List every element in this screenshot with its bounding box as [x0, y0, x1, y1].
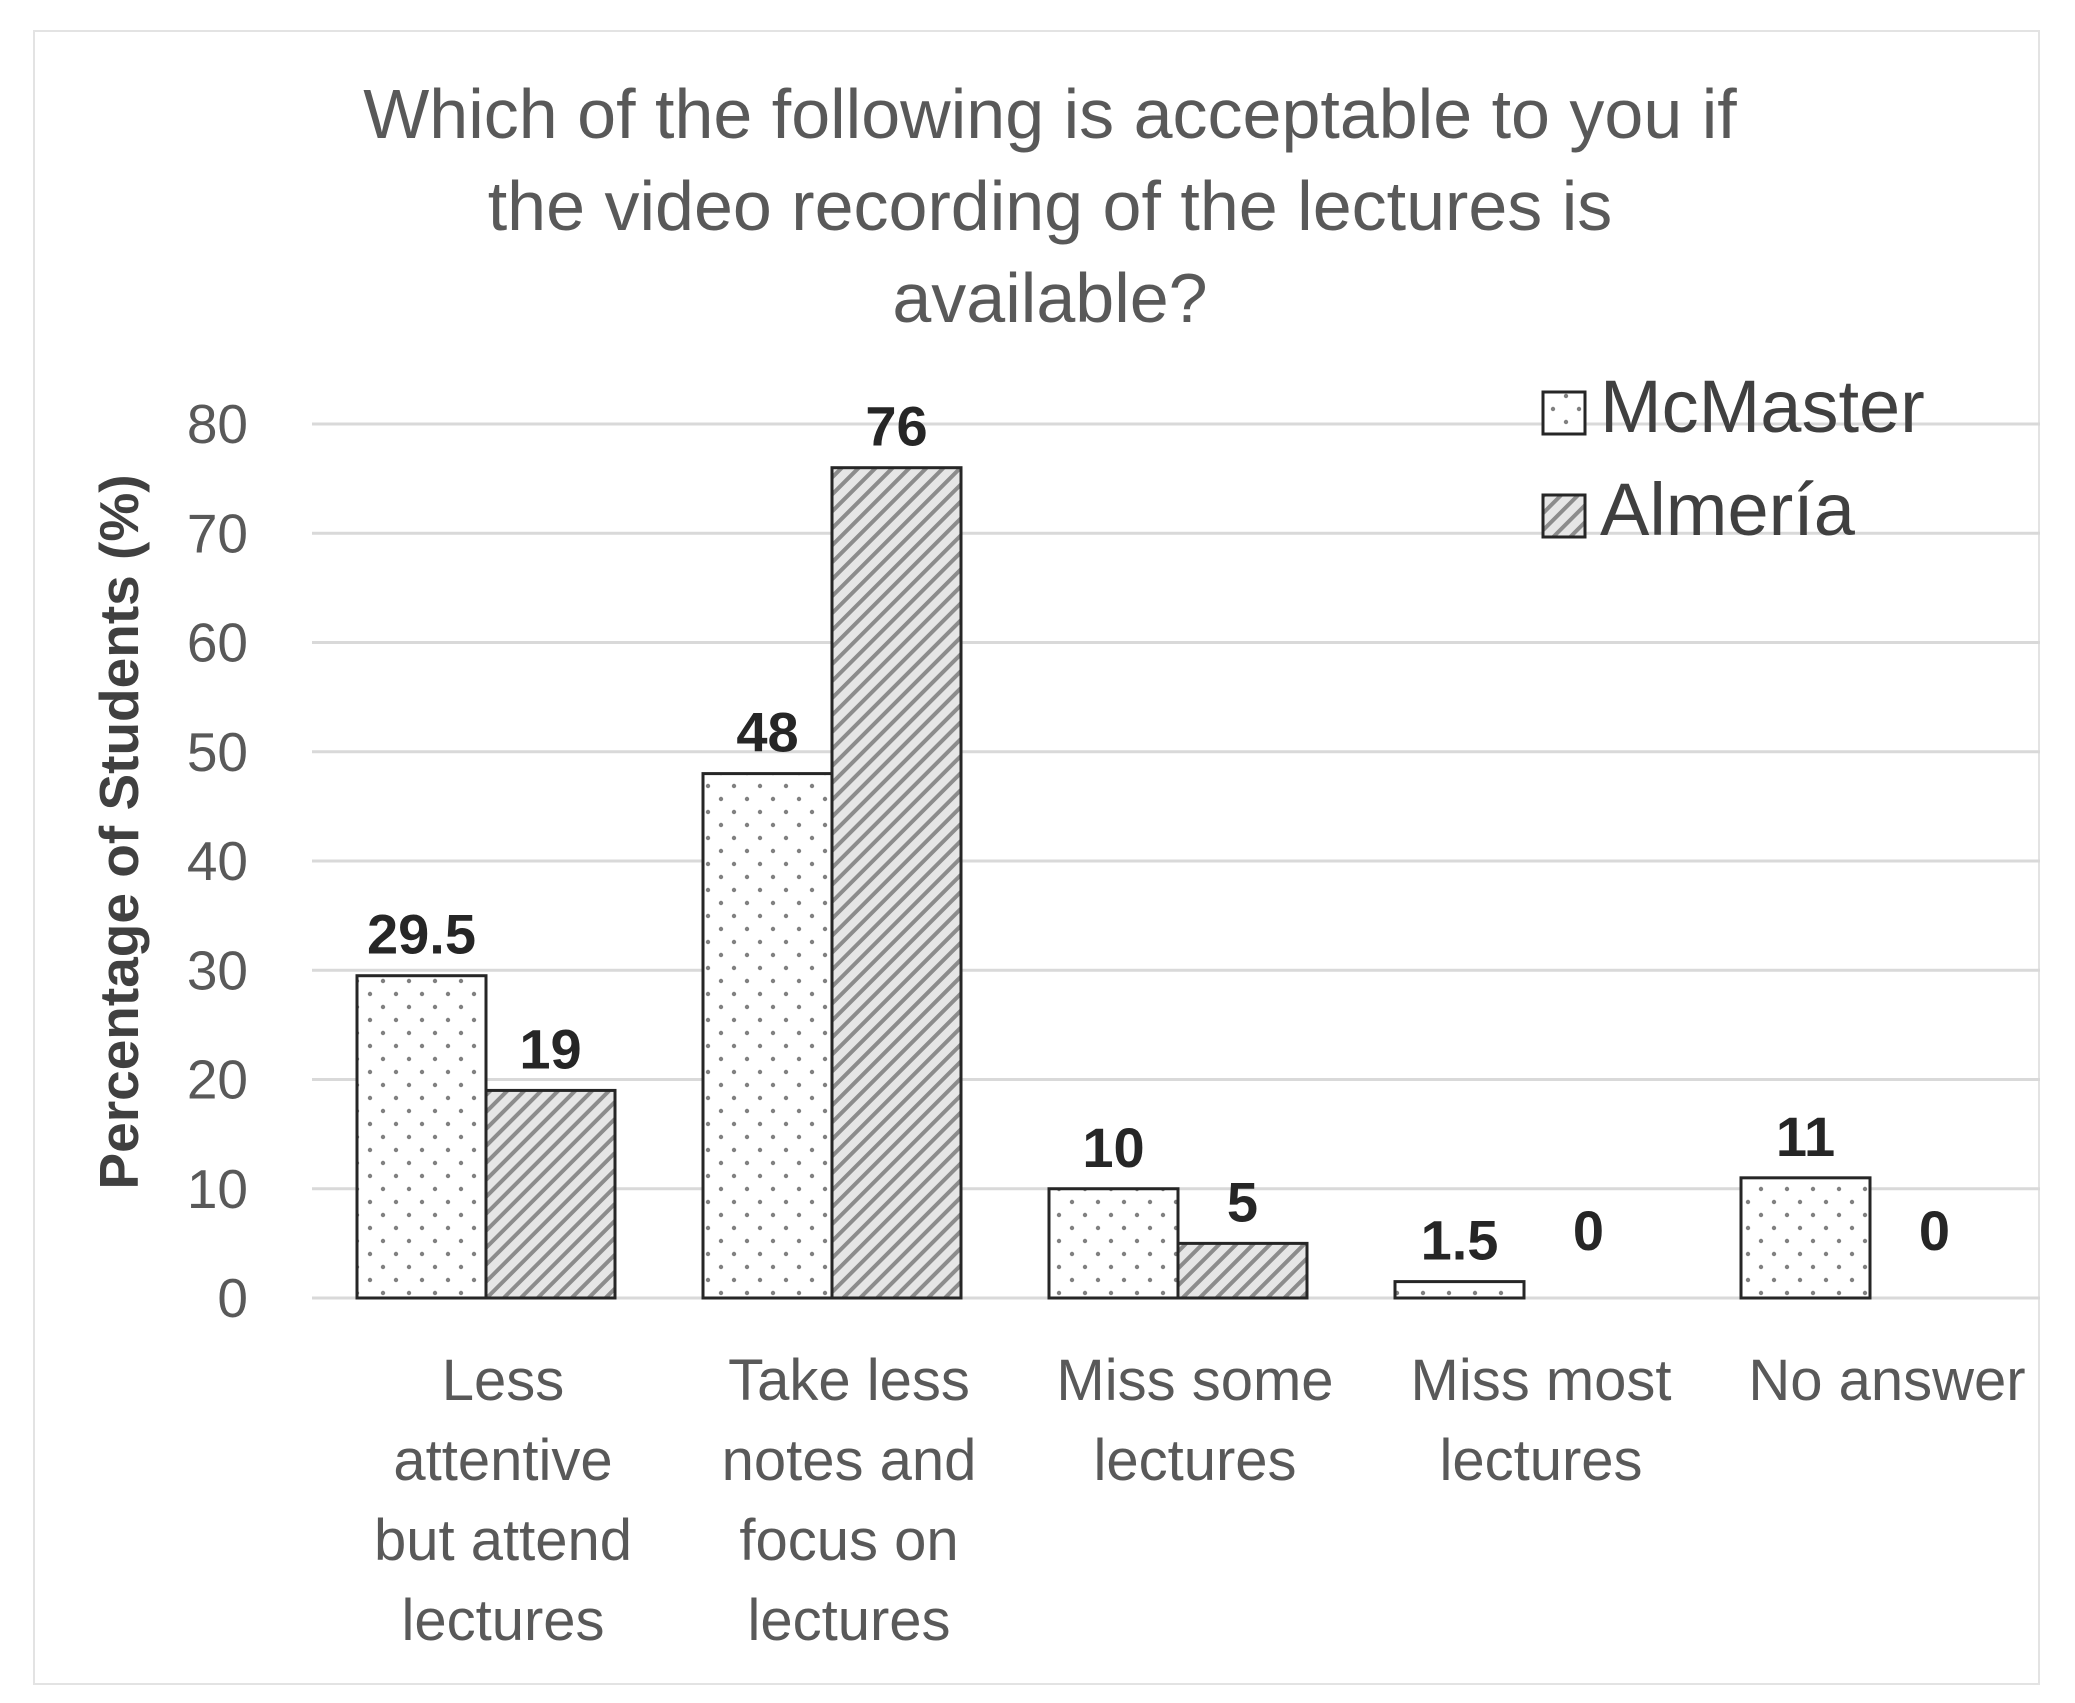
data-labels: 29.5 19 48 76 10 5 1.5 0 11 0 [367, 395, 1950, 1272]
category-label: lectures [747, 1588, 950, 1653]
category-label: Miss some [1056, 1348, 1333, 1413]
bars [355, 466, 1872, 1300]
y-axis-ticks: 0 10 20 30 40 50 60 70 80 [187, 393, 248, 1329]
category-label: attentive [393, 1428, 612, 1493]
legend-swatch [1541, 390, 1587, 436]
bar-almera-1 [830, 466, 963, 1300]
y-tick-label: 20 [187, 1049, 248, 1111]
bar-mcmaster-4 [1739, 1176, 1872, 1300]
category-label: No answer [1748, 1348, 2025, 1413]
category-label: Less [442, 1348, 565, 1413]
legend: McMaster Almería [1541, 365, 1925, 551]
data-label: 76 [865, 395, 927, 458]
bar-mcmaster-1 [701, 772, 834, 1300]
y-tick-label: 30 [187, 939, 248, 1001]
y-tick-label: 0 [217, 1267, 248, 1329]
category-label: lectures [1439, 1428, 1642, 1493]
legend-label: Almería [1600, 468, 1856, 551]
y-tick-label: 50 [187, 721, 248, 783]
data-label: 10 [1082, 1116, 1144, 1179]
data-label: 48 [736, 701, 798, 764]
y-tick-label: 60 [187, 612, 248, 674]
x-axis-categories: Less attentive but attend lectures Take less… [374, 1348, 2026, 1653]
category-label: lectures [401, 1588, 604, 1653]
data-label: 19 [519, 1017, 581, 1080]
y-tick-label: 10 [187, 1158, 248, 1220]
y-tick-label: 40 [187, 830, 248, 892]
bar-mcmaster-0 [355, 974, 488, 1300]
y-tick-label: 80 [187, 393, 248, 455]
category-label: notes and [722, 1428, 977, 1493]
category-label: Take less [728, 1348, 970, 1413]
data-label: 1.5 [1421, 1209, 1499, 1272]
data-label: 29.5 [367, 903, 476, 966]
category-label: lectures [1093, 1428, 1296, 1493]
y-axis-title: Percentage of Students (%) [88, 474, 150, 1189]
chart-frame [33, 30, 2040, 1685]
data-label: 11 [1776, 1105, 1835, 1168]
bar-almera-2 [1176, 1241, 1309, 1300]
data-label: 5 [1227, 1170, 1258, 1233]
category-label: Miss most [1411, 1348, 1672, 1413]
bar-mcmaster-2 [1047, 1187, 1180, 1300]
legend-swatch [1541, 493, 1587, 539]
legend-label: McMaster [1600, 365, 1925, 448]
category-label: focus on [739, 1508, 958, 1573]
y-tick-label: 70 [187, 502, 248, 564]
category-label: but attend [374, 1508, 632, 1573]
data-label: 0 [1919, 1199, 1950, 1262]
bar-almera-0 [484, 1088, 617, 1300]
bar-mcmaster-3 [1393, 1280, 1526, 1300]
data-label: 0 [1573, 1199, 1604, 1262]
chart-title: Which of the following is acceptable to … [363, 75, 1737, 337]
